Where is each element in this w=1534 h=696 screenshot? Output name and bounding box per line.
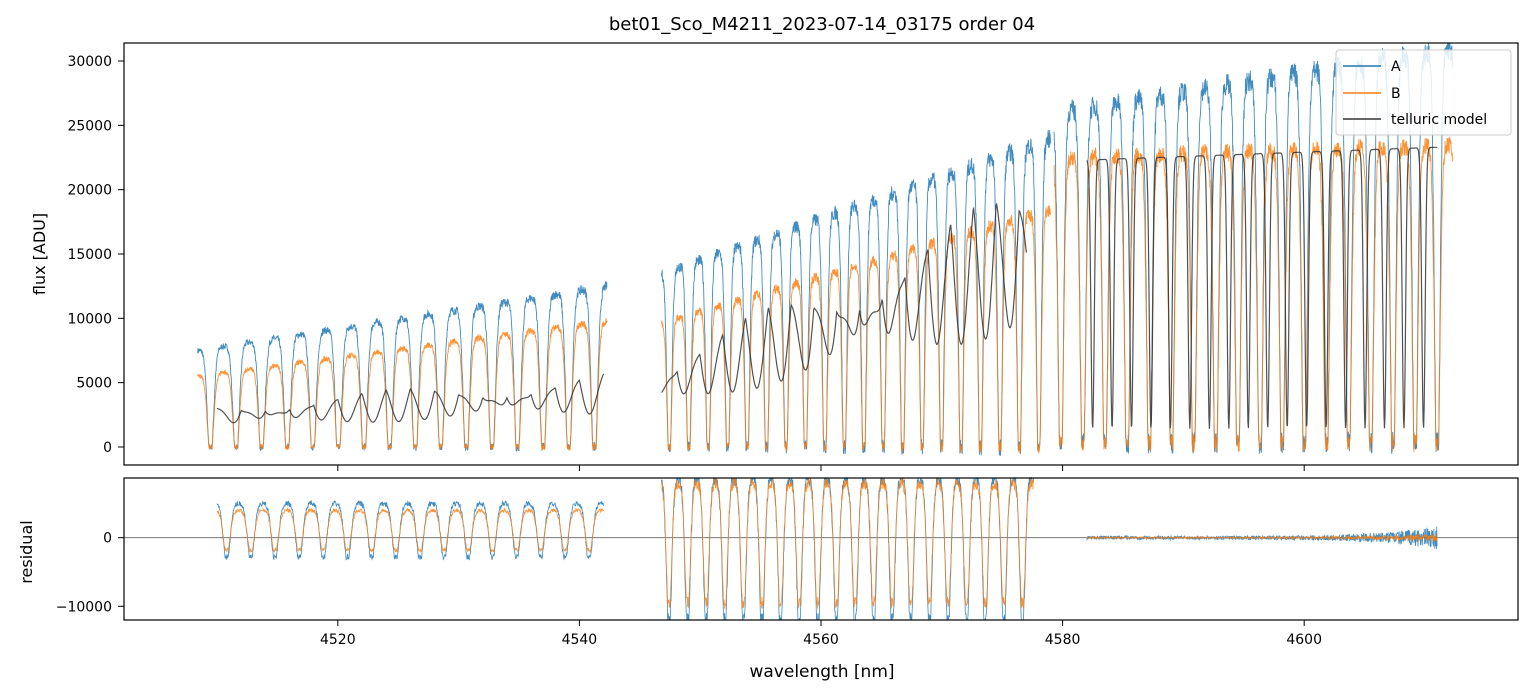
- telluric-model-line: [216, 373, 605, 424]
- legend-label-b: B: [1391, 86, 1401, 102]
- series-b-line: [1053, 136, 1454, 453]
- bottom-ticks: 4520 4540 4560 4580 4600 −10000 0: [56, 531, 1322, 648]
- x-axis-label: wavelength [nm]: [749, 662, 894, 682]
- bottom-y-axis-label: residual: [17, 520, 36, 583]
- y-tick-label: 10000: [67, 311, 112, 327]
- y-tick-label: 0: [103, 440, 112, 456]
- y-tick-label: 30000: [67, 54, 112, 70]
- x-tick-label: 4540: [562, 632, 598, 648]
- y-tick-label: 15000: [67, 247, 112, 263]
- top-y-axis-label: flux [ADU]: [30, 213, 49, 295]
- chart-title: bet01_Sco_M4211_2023-07-14_03175 order 0…: [609, 14, 1035, 35]
- residual-b-line: [661, 477, 1034, 609]
- legend-label-a: A: [1391, 59, 1401, 75]
- top-plot: 0 5000 10000 15000 20000 25000 30000 flux [ADU…: [30, 42, 1519, 471]
- residual-b-line: [216, 506, 604, 554]
- telluric-model-line: [1086, 146, 1438, 429]
- series-b-line: [661, 205, 1051, 454]
- legend-box: [1335, 49, 1512, 136]
- telluric-model-line: [661, 202, 1027, 395]
- x-tick-label: 4600: [1286, 632, 1322, 648]
- x-tick-label: 4560: [803, 632, 839, 648]
- bottom-plot: 4520 4540 4560 4580 4600 −10000 0 residual wav…: [17, 476, 1519, 682]
- y-tick-label: 25000: [67, 118, 112, 134]
- residual-b-line: [1086, 533, 1438, 542]
- x-tick-label: 4580: [1045, 632, 1081, 648]
- series-a-line: [197, 280, 608, 453]
- series-b-line: [197, 318, 608, 451]
- top-ticks: 0 5000 10000 15000 20000 25000 30000: [67, 54, 1305, 471]
- bottom-series-layer: [216, 476, 1438, 621]
- legend: A B telluric model: [1335, 49, 1512, 136]
- residual-a-line: [216, 499, 604, 561]
- x-tick-label: 4520: [320, 632, 356, 648]
- y-tick-label: 0: [103, 531, 112, 547]
- legend-label-model: telluric model: [1391, 112, 1487, 128]
- y-tick-label: 5000: [76, 376, 112, 392]
- top-series-layer: [197, 42, 1454, 456]
- y-tick-label: −10000: [56, 599, 112, 615]
- y-tick-label: 20000: [67, 183, 112, 199]
